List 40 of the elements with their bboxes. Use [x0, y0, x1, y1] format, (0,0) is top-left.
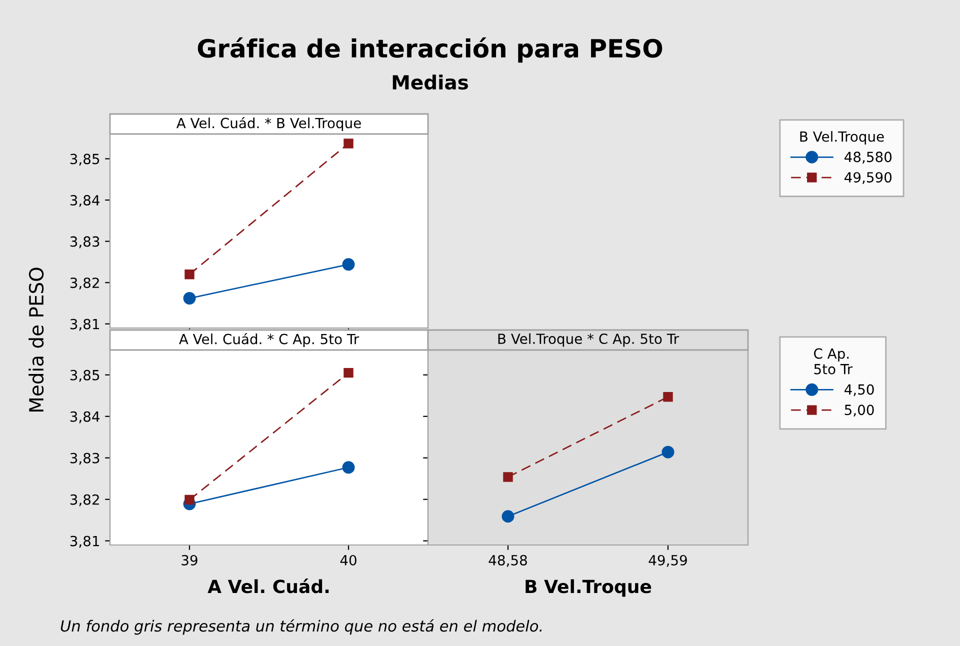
y-axis-title: Media de PESO: [28, 268, 44, 412]
text: Un fondo gris representa un término que no está en el modelo.: [60, 619, 542, 635]
x-tick-label: 39: [182, 554, 198, 566]
legend-title: C Ap. 5to Tr: [814, 348, 853, 374]
legend-title: B Vel.Troque: [800, 131, 884, 144]
chart-title: Gráfica de interacción para PESO: [198, 37, 662, 63]
point: [183, 292, 196, 305]
point: [342, 461, 355, 474]
x-axis-title: A Vel. Cuád.: [208, 578, 329, 594]
text: A Vel. Cuád. * C Ap. 5to Tr: [179, 333, 360, 347]
y-tick-label: 3,81: [70, 536, 99, 548]
y-tick-label: 3,84: [70, 195, 100, 207]
x-axis-title: B Vel.Troque: [526, 579, 652, 597]
y-tick-label: 3,82: [70, 494, 99, 506]
point: [344, 368, 354, 378]
point: [184, 494, 194, 505]
text: A Vel. Cuád. * B Vel.Troque: [176, 117, 361, 131]
y-tick-label: 3,83: [70, 236, 100, 248]
point: [502, 510, 514, 523]
point: [663, 392, 673, 402]
point: [184, 269, 194, 280]
point: [662, 446, 674, 458]
y-tick-label: 3,84: [70, 411, 100, 424]
point: [342, 258, 355, 271]
legend-label: 48,580: [844, 152, 892, 164]
legend-label: 5,00: [844, 404, 874, 417]
text: B Vel.Troque * C Ap. 5to Tr: [498, 333, 680, 347]
chart-subtitle: Medias: [392, 74, 468, 90]
y-tick-label: 3,85: [70, 154, 100, 166]
point: [344, 138, 354, 148]
x-tick-label: 48,58: [488, 554, 527, 567]
point: [503, 472, 513, 482]
legend-label: 49,590: [844, 172, 892, 184]
x-tick-label: 40: [340, 554, 356, 566]
y-tick-label: 3,85: [70, 370, 100, 382]
x-tick-label: 49,59: [648, 554, 687, 567]
y-tick-label: 3,83: [70, 452, 100, 465]
y-tick-label: 3,81: [70, 318, 99, 331]
y-tick-label: 3,82: [70, 278, 99, 290]
legend-label: 4,50: [844, 384, 874, 396]
